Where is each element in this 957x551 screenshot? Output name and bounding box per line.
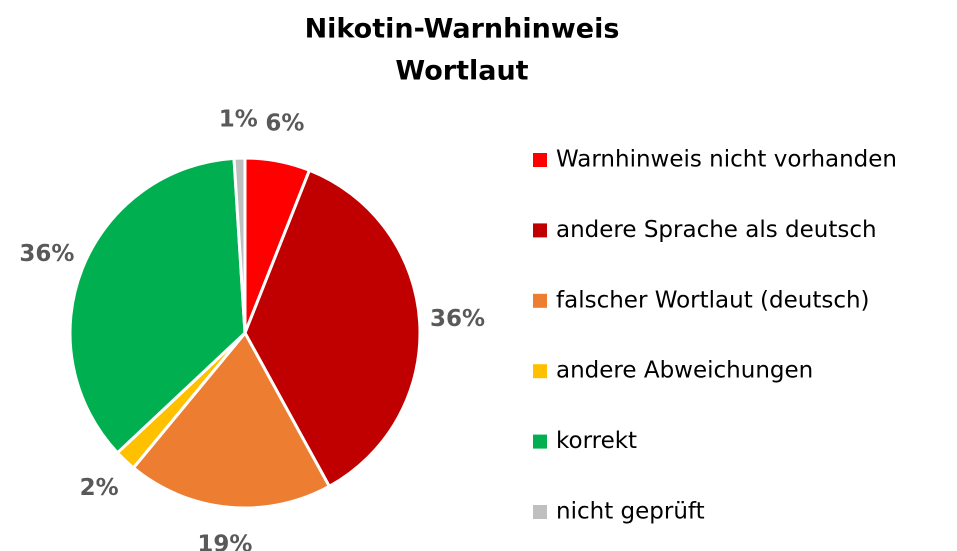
- data-label: 2%: [80, 475, 119, 501]
- legend-label: andere Abweichungen: [556, 358, 813, 384]
- legend-swatch: [533, 153, 547, 167]
- legend-swatch: [533, 364, 547, 379]
- legend-label: falscher Wortlaut (deutsch): [556, 287, 870, 313]
- data-label: 19%: [197, 532, 252, 551]
- legend-swatch: [533, 223, 547, 238]
- chart-title: Wortlaut: [395, 56, 528, 87]
- pie-slice: [232, 156, 247, 334]
- legend-label: andere Sprache als deutsch: [556, 217, 877, 243]
- legend-label: Warnhinweis nicht vorhanden: [556, 147, 897, 173]
- pie-slice: [131, 330, 332, 510]
- data-label: 1%: [219, 107, 258, 133]
- legend-swatch: [533, 434, 547, 449]
- legend-swatch: [533, 505, 547, 519]
- pie-slice: [68, 156, 247, 455]
- legend-label: korrekt: [556, 428, 637, 454]
- data-label: 6%: [265, 110, 304, 136]
- data-label: 36%: [19, 241, 74, 267]
- pie-slice: [243, 168, 422, 489]
- data-label: 36%: [430, 306, 485, 332]
- legend-label: nicht geprüft: [556, 499, 705, 525]
- legend-swatch: [533, 293, 547, 308]
- chart-title: Nikotin-Warnhinweis: [305, 14, 620, 45]
